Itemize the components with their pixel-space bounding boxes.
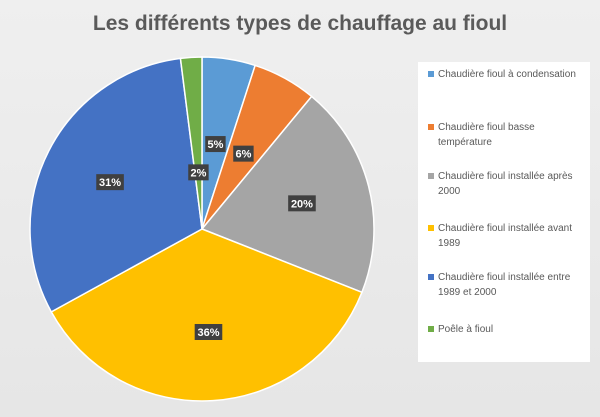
legend-item-1989-2000: Chaudière fioul installée entre 1989 et … — [428, 270, 588, 300]
data-label-condensation: 5% — [205, 136, 226, 153]
pie-slice-avant-1989 — [50, 228, 363, 402]
legend-swatch-1989-2000 — [428, 274, 434, 280]
legend-item-poele: Poêle à fioul — [428, 322, 588, 337]
legend-swatch-poele — [428, 326, 434, 332]
data-label-box-poele — [188, 164, 209, 181]
legend-item-apres-2000: Chaudière fioul installée après 2000 — [428, 169, 588, 199]
legend-swatch-condensation — [428, 71, 434, 77]
data-label-text-poele: 2% — [190, 167, 206, 179]
pie-slice-apres-2000 — [200, 95, 375, 294]
data-label-text-1989-2000: 31% — [99, 177, 121, 189]
data-label-text-apres-2000: 20% — [291, 198, 313, 210]
legend-label-avant-1989: Chaudière fioul installée avant 1989 — [438, 223, 572, 249]
data-label-apres-2000: 20% — [288, 195, 316, 212]
data-label-avant-1989: 36% — [194, 323, 223, 340]
legend-label-poele: Poêle à fioul — [438, 324, 494, 335]
legend-label-condensation: Chaudière fioul à condensation — [438, 69, 576, 80]
data-label-text-basse-temperature: 6% — [235, 149, 251, 161]
data-label-basse-temperature: 6% — [233, 145, 254, 162]
legend-label-1989-2000: Chaudière fioul installée entre 1989 et … — [438, 272, 571, 298]
data-label-text-condensation: 5% — [208, 139, 224, 151]
legend-swatch-avant-1989 — [428, 225, 434, 231]
data-label-text-avant-1989: 36% — [197, 327, 219, 339]
pie-slice-poele — [179, 56, 203, 230]
legend-item-basse-temperature: Chaudière fioul basse température — [428, 120, 588, 150]
data-label-box-condensation — [205, 136, 226, 153]
data-label-box-basse-temperature — [233, 145, 254, 162]
data-label-poele: 2% — [188, 164, 209, 181]
data-label-box-apres-2000 — [288, 195, 316, 212]
data-label-box-1989-2000 — [96, 174, 124, 191]
legend-swatch-basse-temperature — [428, 124, 434, 130]
data-label-box-avant-1989 — [194, 323, 223, 340]
legend-item-condensation: Chaudière fioul à condensation — [428, 67, 588, 82]
legend-label-apres-2000: Chaudière fioul installée après 2000 — [438, 171, 573, 197]
chart-title: Les différents types de chauffage au fio… — [92, 12, 508, 35]
data-label-1989-2000: 31% — [96, 174, 124, 191]
legend-swatch-apres-2000 — [428, 173, 434, 179]
chart-legend: Chaudière fioul à condensation Chaudière… — [418, 62, 590, 362]
legend-item-avant-1989: Chaudière fioul installée avant 1989 — [428, 221, 588, 251]
legend-label-basse-temperature: Chaudière fioul basse température — [438, 122, 535, 148]
